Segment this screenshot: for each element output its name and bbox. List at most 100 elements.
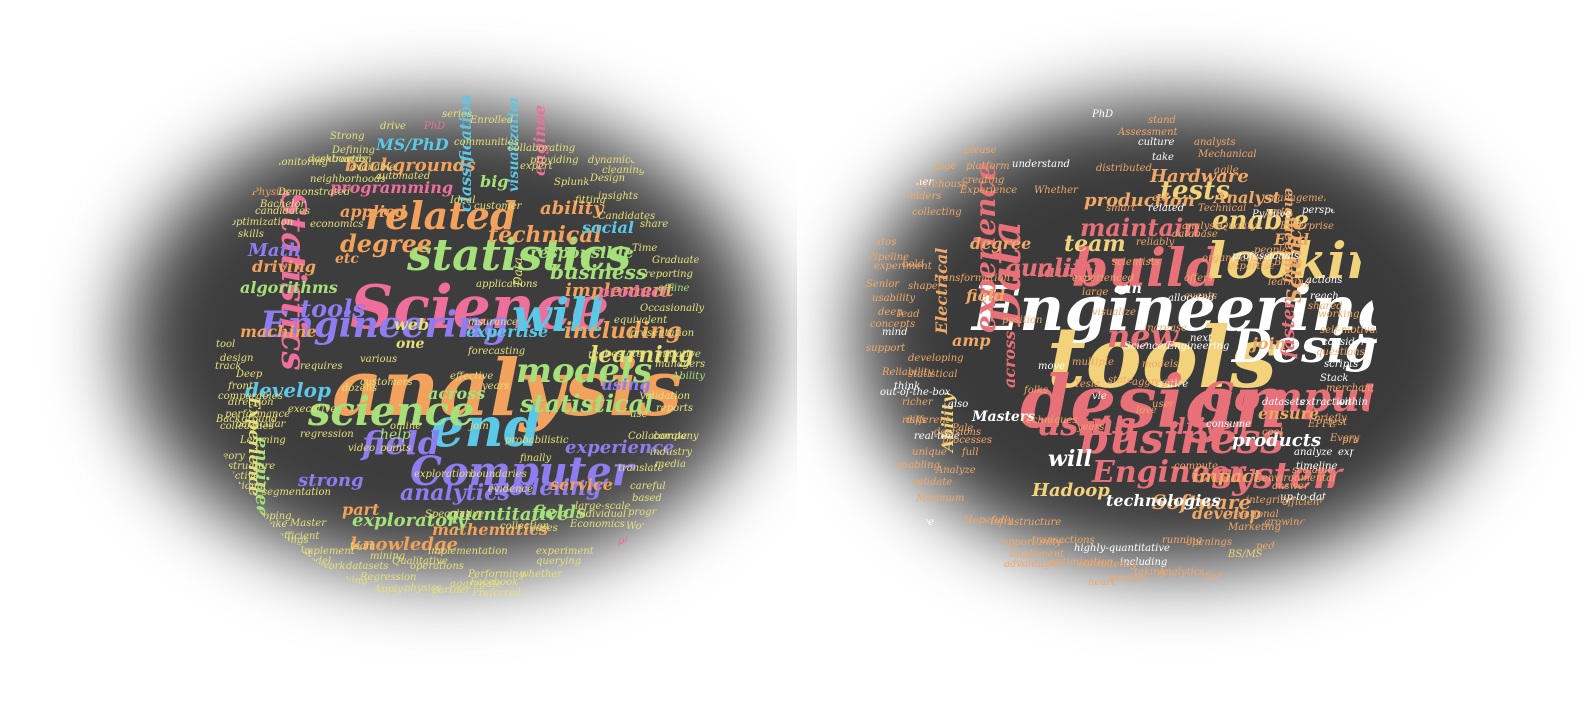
- right-cloud-word: EPFL: [1308, 419, 1336, 430]
- left-cloud-word: statistical: [520, 389, 654, 418]
- right-cloud-word: integrity: [1246, 495, 1290, 506]
- right-cloud-word: statistical: [908, 369, 958, 380]
- right-cloud-word: tools: [1047, 308, 1278, 407]
- left-cloud-word: front: [228, 381, 253, 392]
- left-cloud-word: Collaborate: [628, 431, 688, 442]
- right-cloud-word: PhD: [1092, 109, 1114, 120]
- left-cloud-word: Work: [626, 521, 653, 532]
- right-cloud-word: move: [1038, 361, 1066, 372]
- right-cloud-word: processes: [942, 435, 993, 446]
- left-cloud-word: PhD: [424, 121, 446, 132]
- right-cloud-word: will: [1048, 446, 1093, 472]
- left-cloud-word: analytics: [400, 480, 510, 506]
- right-cloud-word: scalable: [1292, 465, 1334, 476]
- left-cloud-word: degree: [340, 229, 433, 258]
- right-cloud-word: lead: [898, 309, 920, 320]
- right-cloud-word: higher: [900, 177, 934, 188]
- left-cloud-word: cleaning: [602, 165, 646, 176]
- right-cloud-word: organization: [1202, 253, 1266, 264]
- right-cloud-word: drive: [908, 517, 934, 528]
- right-cloud-word: shape: [908, 281, 938, 292]
- right-cloud-word: Analytics: [1158, 567, 1205, 578]
- left-cloud-word: use: [630, 409, 648, 420]
- left-cloud-word: inform: [212, 501, 246, 512]
- right-cloud-word: distributed: [1096, 163, 1152, 174]
- left-cloud-word: experience: [565, 437, 675, 458]
- left-cloud-word: Ideal: [450, 195, 476, 206]
- left-cloud-word: offline: [658, 283, 690, 294]
- right-cloud-word: faster: [1204, 571, 1234, 582]
- right-cloud-word: different: [906, 415, 950, 426]
- left-cloud-word: web: [394, 315, 430, 334]
- right-cloud-word: Assessment: [1118, 127, 1178, 138]
- right-cloud-word: looking: [1207, 231, 1377, 290]
- right-cloud-word: can: [1114, 281, 1142, 297]
- left-cloud-word: validation: [640, 391, 691, 402]
- right-cloud-word: growing: [1264, 517, 1306, 528]
- right-cloud-word: new: [1107, 317, 1179, 355]
- right-cloud-word: Py/Hive: [1252, 209, 1292, 220]
- right-cloud-word: decisions: [934, 427, 982, 438]
- left-cloud-word: managers: [655, 359, 706, 370]
- left-cloud-word: implement: [565, 280, 674, 301]
- right-cloud-word: Hadoop: [1032, 480, 1110, 501]
- right-cloud-word: ensure: [1258, 404, 1320, 423]
- right-cloud-word: management: [1268, 193, 1335, 204]
- left-cloud-word: applications: [476, 279, 538, 290]
- left-cloud-word: Design: [590, 173, 626, 184]
- left-cloud-word: dynamically: [588, 155, 649, 166]
- left-cloud-word: neighborhoods: [310, 174, 386, 185]
- left-cloud-word: end: [430, 395, 542, 459]
- left-cloud-word: Graduate: [652, 255, 700, 266]
- right-cloud-word: validate: [912, 477, 953, 488]
- right-cloud-word: techniques: [1022, 415, 1078, 426]
- left-cloud-word: Math: [248, 240, 301, 261]
- left-cloud-word: points: [380, 443, 412, 454]
- right-cloud-word: infrastructure: [990, 517, 1062, 528]
- right-cloud-word: mind: [882, 327, 908, 338]
- left-cloud-word: tools: [300, 294, 366, 323]
- left-cloud-word: Ability: [672, 371, 705, 382]
- right-cloud-word: A/B: [1264, 209, 1282, 220]
- left-cloud-word: model: [300, 556, 332, 567]
- right-cloud-word: etc: [1152, 193, 1168, 204]
- left-cloud-word: dashboards: [308, 154, 367, 165]
- left-cloud-word: Implement: [300, 546, 355, 557]
- right-cloud-word: professionals: [1232, 251, 1300, 262]
- left-cloud-shadow: [125, 105, 765, 575]
- left-cloud-word: operations: [410, 561, 464, 572]
- right-cloud-word: Analyst: [1214, 188, 1281, 207]
- right-cloud-word: extraction: [1300, 397, 1352, 408]
- left-cloud-word: strong: [298, 470, 364, 491]
- right-cloud-word: Senior: [866, 279, 900, 290]
- right-cloud-word: learning: [1268, 277, 1311, 288]
- left-cloud-word: dozens: [342, 383, 378, 394]
- right-cloud-word: timeline: [1296, 461, 1338, 472]
- left-cloud-word: knowledge: [350, 534, 458, 555]
- left-cloud-word: probabilistic: [505, 435, 569, 446]
- right-cloud-word: Analyze: [936, 465, 976, 476]
- left-cloud-word: comparables: [218, 391, 283, 402]
- left-cloud-word: whether: [520, 569, 563, 580]
- right-cloud-word: platform: [966, 161, 1010, 172]
- right-cloud-word: reach: [1310, 291, 1339, 302]
- left-cloud-word: track: [215, 361, 242, 372]
- left-cloud-word: aggregate: [450, 579, 502, 590]
- left-cloud-word: Master: [290, 518, 327, 529]
- right-cloud-word: questions: [1316, 347, 1365, 358]
- right-cloud-word: multiple: [1072, 357, 1114, 368]
- left-cloud-word: fields: [532, 502, 587, 523]
- right-cloud-word: openings: [1186, 537, 1232, 548]
- left-cloud-word: Science: [350, 273, 610, 343]
- left-cloud-word: science: [308, 388, 475, 435]
- right-cloud-word: creating: [962, 175, 1005, 186]
- left-cloud-word: company: [653, 431, 699, 442]
- left-cloud-word: Regression: [360, 572, 417, 583]
- right-cloud-word: properties: [1342, 435, 1377, 446]
- left-cloud-word: colleagues: [220, 421, 274, 432]
- left-cloud-word: online: [390, 421, 422, 432]
- left-cloud-word: Learning: [240, 435, 286, 446]
- left-cloud-word: across: [428, 384, 486, 403]
- right-cloud-word: full: [962, 447, 979, 458]
